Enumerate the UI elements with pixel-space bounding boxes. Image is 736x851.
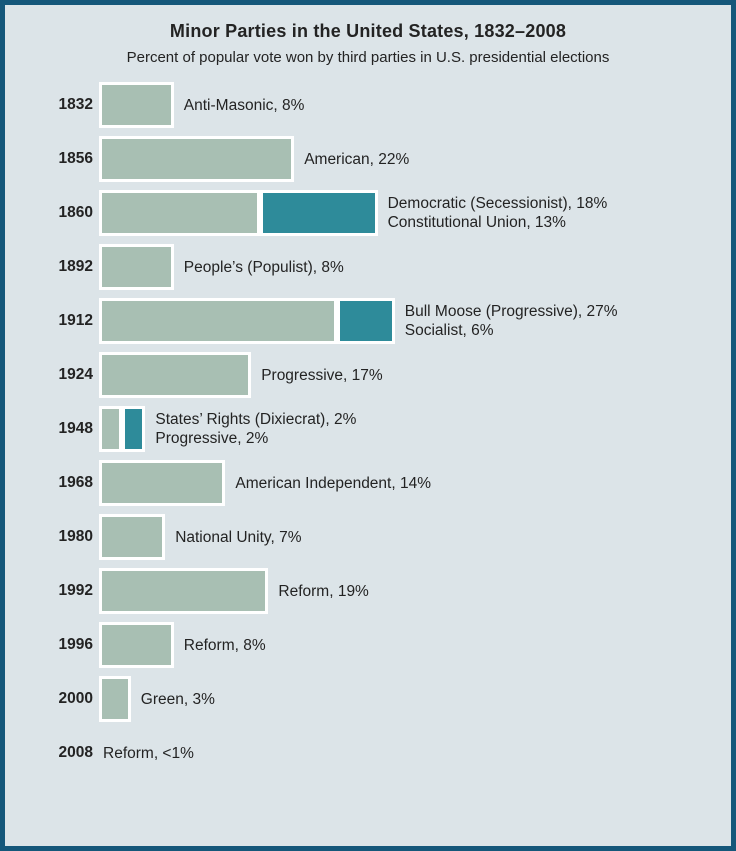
bar-labels: Anti-Masonic, 8% (184, 96, 305, 115)
chart-row-1996: 1996 Reform, 8% (41, 618, 731, 672)
year-label: 1924 (58, 366, 93, 383)
bar-group: States’ Rights (Dixiecrat), 2% Progressiv… (99, 406, 356, 452)
bar-segment-american (99, 136, 295, 182)
chart-row-1860: 1860 Democratic (Secessionist), 18% Consti… (41, 186, 731, 240)
year-label: 1856 (58, 150, 93, 167)
bar-group: Reform, 19% (99, 568, 369, 614)
bar-labels: Progressive, 17% (261, 366, 382, 385)
bar-label-line: Progressive, 17% (261, 366, 383, 384)
chart-row-1892: 1892 People’s (Populist), 8% (41, 240, 731, 294)
bar-group: Progressive, 17% (99, 352, 383, 398)
year-label: 1912 (58, 312, 93, 329)
year-label: 1980 (58, 528, 93, 545)
chart-title: Minor Parties in the United States, 1832… (169, 21, 567, 41)
bar-group: Bull Moose (Progressive), 27% Socialist, … (99, 298, 618, 344)
bar-label-line: Constitutional Union, 13% (387, 214, 566, 231)
bar-label-line: Progressive, 2% (155, 430, 269, 447)
bar-label-line: American, 22% (304, 150, 410, 168)
chart-row-2000: 2000 Green, 3% (41, 672, 731, 726)
bar-group: Reform, 8% (99, 622, 266, 668)
chart-row-1992: 1992 Reform, 19% (41, 564, 731, 618)
bar-group: Anti-Masonic, 8% (99, 82, 304, 128)
bar-chart: 1832 Anti-Masonic, 8% 1856 American, 22% 186… (5, 78, 731, 780)
year-label: 1948 (58, 420, 93, 437)
bar-labels: National Unity, 7% (175, 528, 301, 547)
bar-group: Democratic (Secessionist), 18% Constituti… (99, 190, 607, 236)
bar-segment-socialist (337, 298, 395, 344)
bar-labels: Reform, <1% (103, 744, 194, 763)
chart-row-1912: 1912 Bull Moose (Progressive), 27% Sociali… (41, 294, 731, 348)
chart-row-1856: 1856 American, 22% (41, 132, 731, 186)
bar-label-line: Socialist, 6% (404, 322, 494, 339)
bar-segment-anti-masonic (99, 82, 174, 128)
bar-label-line: Bull Moose (Progressive), 27% (404, 303, 618, 320)
bar-segment-progressive (122, 406, 146, 452)
bar-group: American Independent, 14% (99, 460, 431, 506)
bar-labels: Green, 3% (141, 690, 215, 709)
bar-labels: Reform, 8% (184, 636, 266, 655)
bar-segment-reform (99, 568, 269, 614)
bar-label-line: Reform, 8% (183, 636, 266, 654)
bar-segment-people-s-populist (99, 244, 174, 290)
bar-group: People’s (Populist), 8% (99, 244, 344, 290)
bar-labels: People’s (Populist), 8% (184, 258, 344, 277)
bar-segment-progressive (99, 352, 252, 398)
bar-labels: American, 22% (304, 150, 409, 169)
bar-segment-green (99, 676, 131, 722)
bar-segment-constitutional-union (259, 190, 378, 236)
bar-label-line: Reform, 19% (278, 582, 369, 600)
bar-label-line: People’s (Populist), 8% (183, 258, 344, 276)
bar-labels: American Independent, 14% (235, 474, 431, 493)
year-label: 1996 (58, 636, 93, 653)
year-label: 2008 (58, 744, 93, 761)
bar-labels: Democratic (Secessionist), 18% Constituti… (388, 194, 608, 232)
chart-subtitle: Percent of popular vote won by third par… (126, 49, 610, 66)
bar-group: National Unity, 7% (99, 514, 302, 560)
bar-group: Reform, <1% (99, 744, 194, 763)
bar-label-line: Reform, <1% (103, 744, 194, 762)
bar-label-line: National Unity, 7% (175, 528, 302, 546)
year-label: 1892 (58, 258, 93, 275)
chart-row-1968: 1968 American Independent, 14% (41, 456, 731, 510)
chart-header: Minor Parties in the United States, 1832… (5, 5, 731, 66)
bar-label-line: Green, 3% (140, 690, 215, 708)
year-label: 1860 (58, 204, 93, 221)
bar-segment-reform (99, 622, 174, 668)
chart-row-1980: 1980 National Unity, 7% (41, 510, 731, 564)
chart-row-1832: 1832 Anti-Masonic, 8% (41, 78, 731, 132)
bar-labels: Bull Moose (Progressive), 27% Socialist, … (405, 302, 618, 340)
bar-label-line: Anti-Masonic, 8% (183, 96, 305, 114)
year-label: 1832 (58, 96, 93, 113)
bar-group: Green, 3% (99, 676, 215, 722)
bar-labels: Reform, 19% (278, 582, 368, 601)
chart-row-1948: 1948 States’ Rights (Dixiecrat), 2% Progre… (41, 402, 731, 456)
bar-group: American, 22% (99, 136, 409, 182)
year-label: 2000 (58, 690, 93, 707)
year-label: 1992 (58, 582, 93, 599)
bar-label-line: American Independent, 14% (235, 474, 431, 492)
bar-labels: States’ Rights (Dixiecrat), 2% Progressiv… (155, 410, 356, 448)
year-label: 1968 (58, 474, 93, 491)
bar-label-line: States’ Rights (Dixiecrat), 2% (155, 411, 357, 428)
bar-segment-bull-moose-progressive (99, 298, 338, 344)
bar-segment-democratic-secessionist (99, 190, 260, 236)
chart-row-1924: 1924 Progressive, 17% (41, 348, 731, 402)
bar-segment-states-rights-dixiecrat (99, 406, 123, 452)
bar-segment-national-unity (99, 514, 166, 560)
bar-segment-american-independent (99, 460, 226, 506)
bar-label-line: Democratic (Secessionist), 18% (387, 195, 608, 212)
chart-row-2008: 2008 Reform, <1% (41, 726, 731, 780)
